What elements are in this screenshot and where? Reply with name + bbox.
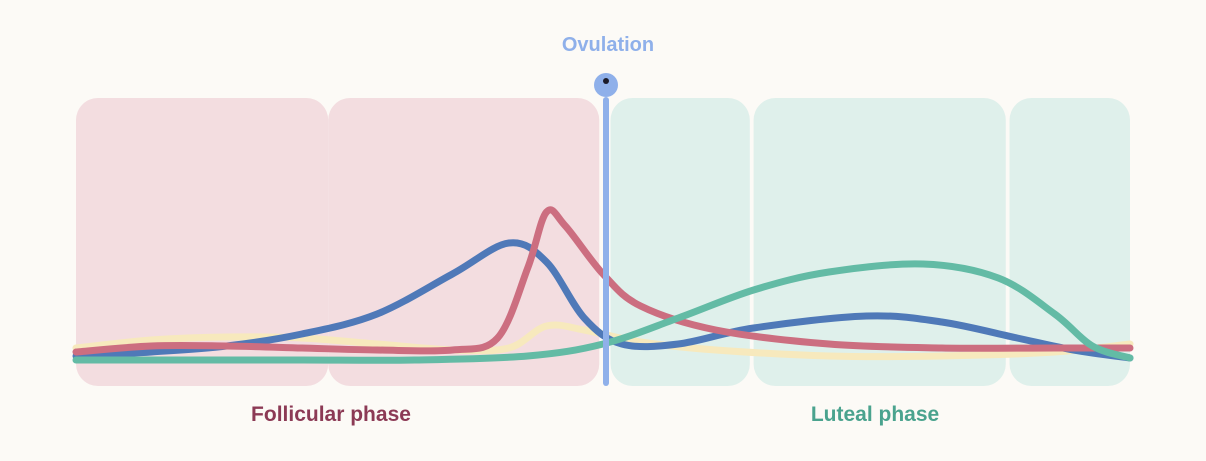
pale-yellow-series-line bbox=[72, 321, 1134, 361]
ovulation-label: Ovulation bbox=[562, 34, 654, 56]
hormone-series bbox=[72, 206, 1134, 364]
ovulation-marker: Ovulation bbox=[562, 34, 654, 386]
phase-panels bbox=[76, 98, 1130, 386]
phase-panel bbox=[610, 98, 750, 386]
phase-panel bbox=[1009, 98, 1130, 386]
blue-series-line bbox=[72, 239, 1134, 362]
ovulation-dot-center bbox=[603, 78, 609, 84]
luteal-phase-label: Luteal phase bbox=[811, 403, 939, 426]
phase-panel bbox=[328, 98, 600, 386]
phase-panel bbox=[76, 98, 329, 386]
follicular-phase-label: Follicular phase bbox=[251, 403, 411, 426]
ovulation-dot bbox=[594, 73, 618, 97]
pink-series-line bbox=[72, 206, 1134, 356]
phase-panel bbox=[753, 98, 1006, 386]
green-series-line bbox=[72, 260, 1134, 364]
